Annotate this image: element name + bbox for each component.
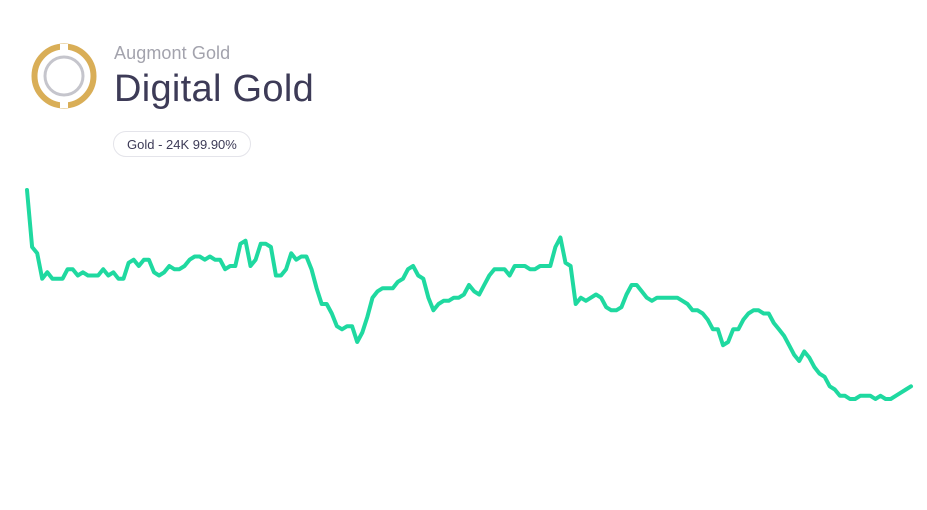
asset-header: Augmont Gold Digital Gold (30, 42, 314, 110)
asset-titles: Augmont Gold Digital Gold (114, 42, 314, 110)
provider-name: Augmont Gold (114, 43, 231, 63)
product-title: Digital Gold (114, 68, 315, 110)
purity-badge: Gold - 24K 99.90% (113, 131, 251, 157)
price-series-line (25, 188, 913, 401)
augmont-gold-logo-icon (31, 43, 97, 109)
